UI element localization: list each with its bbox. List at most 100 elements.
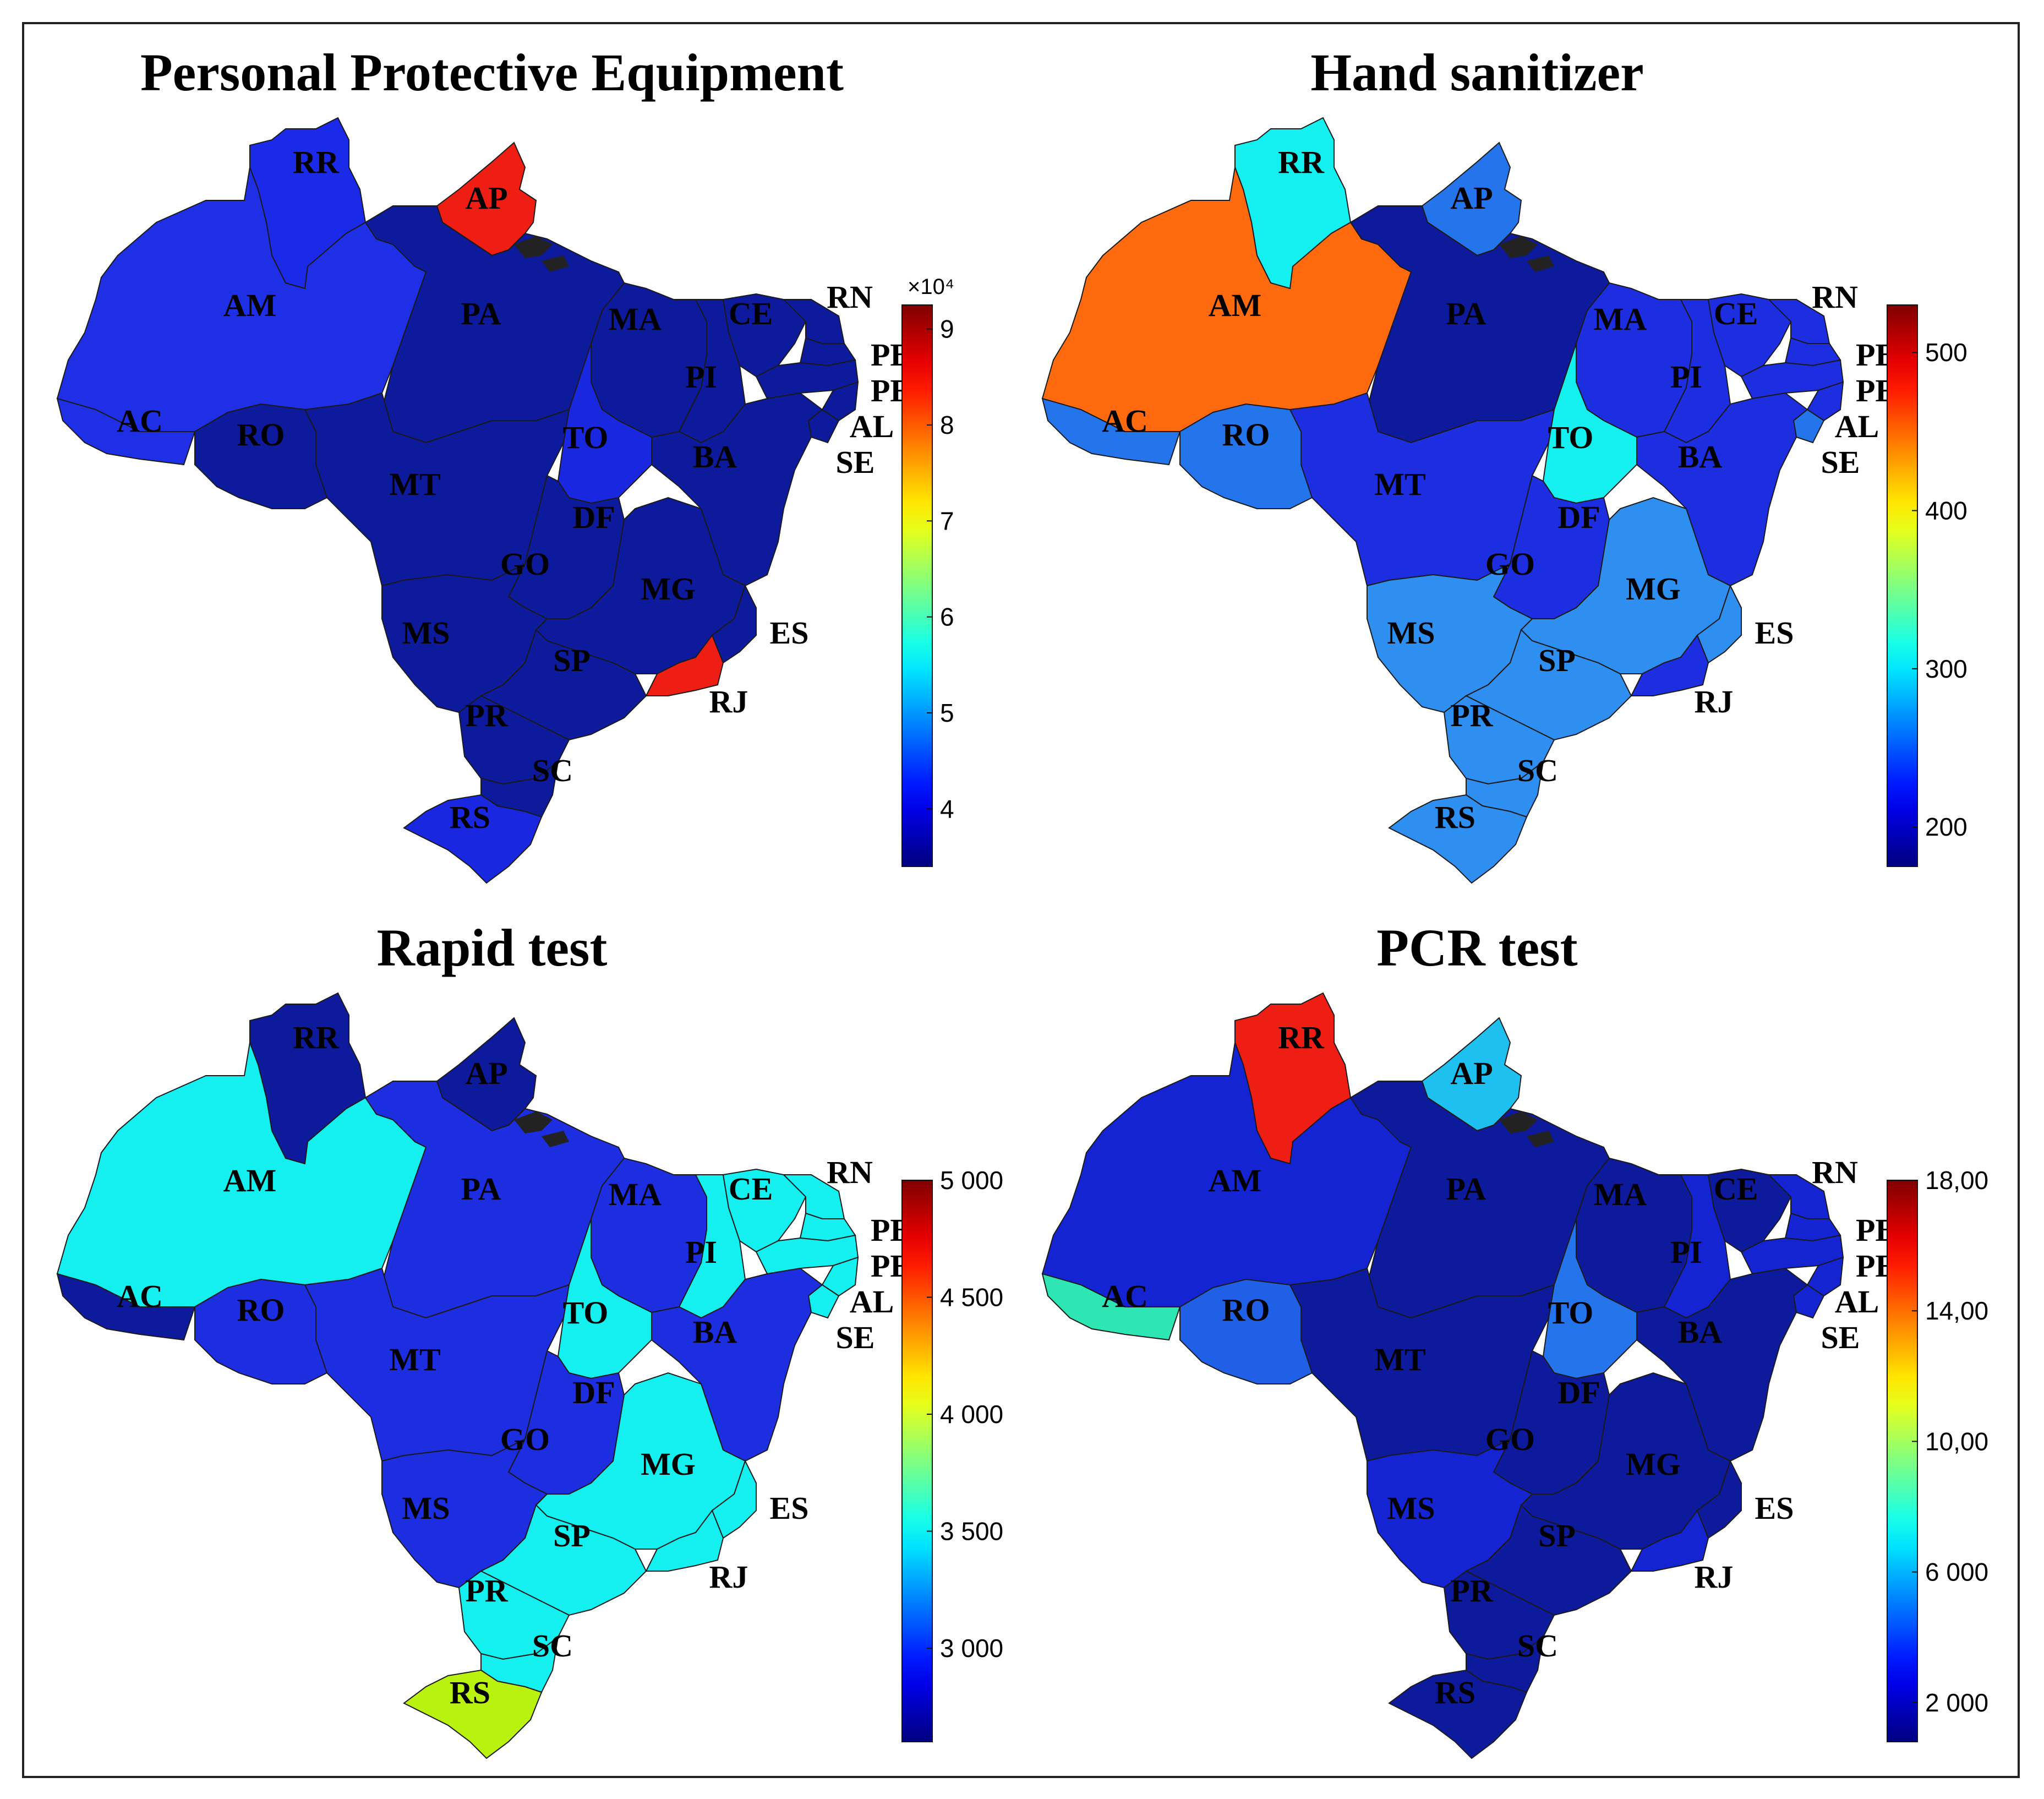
state-label-df: DF (1557, 499, 1600, 535)
colorbar-tick-label: 4 000 (940, 1400, 1003, 1429)
map-panel-pcr: PCR test RR AP AM PA MA CE RN PB PE AL SE PI AC RO TO BA… (1009, 900, 1989, 1775)
colorbar-tick-label: 9 (940, 315, 954, 344)
map-panel-rapid: Rapid test RR AP AM PA MA CE RN PB PE AL SE PI AC RO TO… (24, 900, 1004, 1775)
state-label-to: TO (563, 419, 609, 455)
state-label-rs: RS (1435, 799, 1475, 835)
colorbar-tick-label: 6 000 (1925, 1558, 1988, 1587)
state-label-sc: SC (532, 1628, 573, 1664)
state-label-mg: MG (1626, 1446, 1681, 1482)
state-label-se: SE (1821, 1320, 1860, 1355)
colorbar-tick-label: 7 (940, 506, 954, 535)
state-label-ce: CE (729, 296, 773, 331)
marajo-islands (1499, 236, 1554, 272)
state-label-mg: MG (641, 1446, 696, 1482)
state-ba (651, 1267, 823, 1462)
state-label-ce: CE (1714, 1171, 1758, 1207)
state-label-mt: MT (389, 466, 440, 502)
colorbar-tick-label: 300 (1925, 655, 1968, 683)
state-rj (1630, 1509, 1709, 1572)
state-label-sp: SP (1538, 1518, 1576, 1553)
state-label-ap: AP (1450, 1055, 1493, 1091)
state-pr (1443, 1570, 1555, 1660)
state-ba (1636, 1267, 1808, 1462)
colorbar-tick-label: 3 500 (940, 1517, 1003, 1546)
state-label-mt: MT (1374, 466, 1425, 502)
state-label-es: ES (770, 615, 809, 651)
state-label-ro: RO (1222, 1292, 1270, 1328)
panel-title: PCR test (1376, 918, 1578, 977)
state-rs (403, 794, 543, 884)
state-label-al: AL (850, 408, 894, 444)
state-ba (1636, 392, 1808, 587)
state-label-sp: SP (553, 642, 591, 678)
state-ce (1707, 293, 1792, 378)
state-label-go: GO (1485, 546, 1535, 582)
colorbar-tick-label: 18,000 (1925, 1166, 1989, 1195)
state-ac (1041, 397, 1181, 466)
state-label-se: SE (836, 1320, 875, 1355)
state-rs (403, 1669, 543, 1759)
state-label-am: AM (223, 1163, 277, 1198)
state-label-am: AM (1209, 1163, 1262, 1198)
state-label-sc: SC (1517, 753, 1558, 788)
state-label-pa: PA (461, 296, 501, 331)
state-label-ro: RO (1222, 417, 1270, 453)
map-panel-ppe: Personal Protective Equipment RR AP AM PA MA C… (24, 24, 1004, 900)
colorbar-tick-label: 5 (940, 699, 954, 727)
state-ce (722, 1168, 807, 1253)
state-label-mg: MG (641, 571, 696, 607)
state-pr (458, 1570, 570, 1660)
state-label-ma: MA (1594, 1176, 1647, 1212)
state-label-to: TO (1548, 419, 1594, 455)
colorbar (1887, 1180, 1918, 1742)
figure: Personal Protective Equipment RR AP AM PA MA C… (22, 22, 2020, 1778)
state-rs (1388, 1669, 1528, 1759)
state-label-go: GO (500, 546, 550, 582)
state-label-rj: RJ (709, 684, 748, 719)
state-label-pi: PI (1670, 1234, 1702, 1270)
state-label-go: GO (500, 1421, 550, 1457)
state-al (1806, 381, 1844, 422)
state-label-pr: PR (465, 1573, 508, 1609)
state-label-ro: RO (237, 1292, 285, 1328)
state-label-ac: AC (117, 403, 163, 439)
state-label-sp: SP (553, 1518, 591, 1553)
state-label-ro: RO (237, 417, 285, 453)
state-ac (56, 397, 196, 466)
state-label-rr: RR (1278, 1020, 1325, 1055)
state-label-ap: AP (465, 1055, 507, 1091)
state-pr (1443, 695, 1555, 785)
state-ac (56, 1273, 196, 1341)
state-label-ms: MS (1387, 1490, 1435, 1526)
state-rs (1388, 794, 1528, 884)
state-label-pi: PI (685, 359, 717, 395)
state-label-pi: PI (1670, 359, 1702, 395)
state-label-ac: AC (117, 1278, 163, 1314)
state-label-mt: MT (1374, 1342, 1425, 1377)
colorbar (901, 304, 933, 867)
state-label-ms: MS (402, 615, 450, 651)
state-al (1806, 1256, 1844, 1297)
state-label-ba: BA (1678, 1314, 1723, 1350)
state-es (1696, 1459, 1742, 1539)
state-label-ma: MA (609, 301, 662, 337)
state-label-es: ES (770, 1490, 809, 1526)
state-label-rs: RS (1435, 1675, 1475, 1710)
state-label-ba: BA (1678, 439, 1723, 475)
state-label-ce: CE (1714, 296, 1758, 331)
state-label-rj: RJ (1695, 684, 1734, 719)
state-label-ac: AC (1102, 403, 1148, 439)
state-ce (1707, 1168, 1792, 1253)
state-ac (1041, 1273, 1181, 1341)
state-ce (722, 293, 807, 378)
state-es (711, 584, 757, 664)
marajo-islands (514, 236, 569, 272)
state-label-es: ES (1755, 1490, 1794, 1526)
state-label-pa: PA (1446, 1171, 1486, 1207)
colorbar (901, 1180, 933, 1742)
state-label-sc: SC (1517, 1628, 1558, 1664)
state-label-pr: PR (1450, 1573, 1493, 1609)
state-label-ms: MS (402, 1490, 450, 1526)
